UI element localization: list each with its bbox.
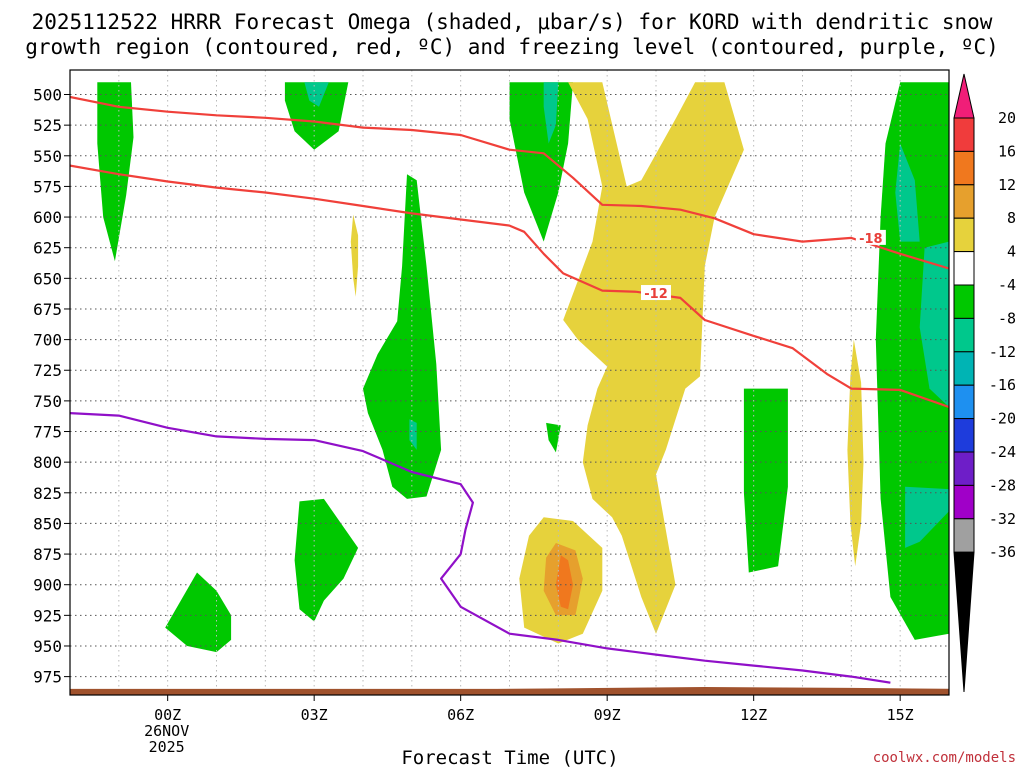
omega-region-14 [905, 486, 949, 548]
omega-region-8 [165, 572, 232, 653]
colorbar-label: -28 [989, 476, 1016, 494]
colorbar-label: 20 [998, 109, 1016, 127]
colorbar-swatch [953, 317, 975, 353]
y-tick-label: 675 [33, 300, 62, 319]
y-tick-label: 500 [33, 86, 62, 105]
omega-region-2 [304, 82, 329, 107]
omega-shading [97, 82, 949, 653]
plot-frame [69, 69, 950, 696]
omega-region-7 [294, 498, 359, 622]
x-tick-label: 15Z [887, 706, 914, 724]
y-tick-label: 850 [33, 514, 62, 533]
colorbar-swatch [953, 150, 975, 186]
y-tick-label: 700 [33, 331, 62, 350]
isotherm-minus18-line [70, 95, 949, 270]
x-tick-label: 06Z [447, 706, 474, 724]
chart-title-line2: growth region (contoured, red, ºC) and f… [25, 35, 999, 59]
omega-region-4 [543, 82, 559, 144]
colorbar-label: 4 [1007, 243, 1016, 261]
colorbar-label: 16 [998, 142, 1016, 160]
x-tick-label: 12Z [740, 706, 767, 724]
omega-region-19 [350, 214, 359, 297]
terrain [70, 687, 949, 695]
colorbar-swatch [953, 484, 975, 520]
label-minus18: -18 [859, 232, 883, 247]
colorbar-label: -4 [998, 276, 1016, 294]
x-tick-date: 26NOV [144, 722, 189, 740]
label-minus18-bg [855, 229, 886, 245]
y-tick-label: 600 [33, 208, 62, 227]
omega-region-0 [97, 82, 134, 262]
y-tick-label: 875 [33, 545, 62, 564]
colorbar-label: -20 [989, 410, 1016, 428]
x-tick-label: 03Z [301, 706, 328, 724]
y-tick-label: 725 [33, 361, 62, 380]
colorbar-bottom-arrow [953, 551, 975, 693]
colorbar-swatch [953, 117, 975, 152]
y-tick-label: 925 [33, 606, 62, 625]
colorbar-swatch [953, 217, 975, 253]
omega-region-6 [409, 419, 417, 450]
x-axis-title: Forecast Time (UTC) [401, 747, 618, 768]
y-tick-label: 650 [33, 269, 62, 288]
y-axis: 500 525 550 575 600 625 650 675 700 725 750 775 800 8… [33, 86, 70, 687]
omega-region-13 [919, 241, 949, 407]
colorbar-swatch [953, 284, 975, 319]
isotherm-minus12-line [70, 164, 949, 409]
colorbar: 20 16 12 8 4 -4 -8 -12 -16 -20 -24 -28 -32 -36 [953, 73, 1016, 693]
omega-region-5 [363, 174, 442, 499]
colorbar-label: -8 [998, 309, 1016, 327]
omega-region-9 [546, 422, 561, 453]
y-tick-label: 825 [33, 484, 62, 503]
omega-region-1 [284, 82, 349, 150]
freezing-level-line [70, 412, 891, 684]
colorbar-label: -24 [989, 443, 1016, 461]
y-tick-label: 625 [33, 239, 62, 258]
x-tick-label: 00Z [154, 706, 181, 724]
colorbar-label: 12 [998, 176, 1016, 194]
omega-region-15 [563, 82, 744, 634]
y-tick-label: 575 [33, 177, 62, 196]
colorbar-label: -16 [989, 376, 1016, 394]
colorbar-swatch [953, 418, 975, 453]
chart-title-line1: 2025112522 HRRR Forecast Omega (shaded, … [32, 10, 993, 34]
y-tick-label: 900 [33, 576, 62, 595]
colorbar-label: 8 [1007, 209, 1016, 227]
y-tick-label: 750 [33, 392, 62, 411]
y-tick-label: 975 [33, 668, 62, 687]
colorbar-swatch [953, 451, 975, 486]
y-tick-label: 800 [33, 453, 62, 472]
colorbar-swatch [953, 518, 975, 553]
colorbar-swatch [953, 384, 975, 420]
label-minus12: -12 [644, 287, 668, 302]
credit-text: coolwx.com/models [873, 750, 1016, 766]
omega-region-3 [509, 82, 573, 242]
omega-region-18 [555, 555, 573, 610]
y-tick-label: 550 [33, 147, 62, 166]
colorbar-top-arrow [953, 73, 975, 119]
y-tick-label: 775 [33, 423, 62, 442]
grid-lines [70, 70, 949, 695]
x-tick-label: 09Z [594, 706, 621, 724]
colorbar-swatch [953, 184, 975, 219]
colorbar-label: -32 [989, 510, 1016, 528]
colorbar-swatch [953, 251, 975, 286]
colorbar-label: -12 [989, 343, 1016, 361]
colorbar-label: -36 [989, 543, 1016, 561]
omega-region-10 [743, 388, 788, 573]
y-tick-label: 950 [33, 637, 62, 656]
label-minus12-bg [641, 285, 671, 301]
x-tick-year: 2025 [149, 738, 185, 756]
y-tick-label: 525 [33, 116, 62, 135]
contour-lines: -18 -12 [70, 95, 949, 684]
colorbar-swatch [953, 351, 975, 386]
terrain-bump [70, 687, 949, 695]
